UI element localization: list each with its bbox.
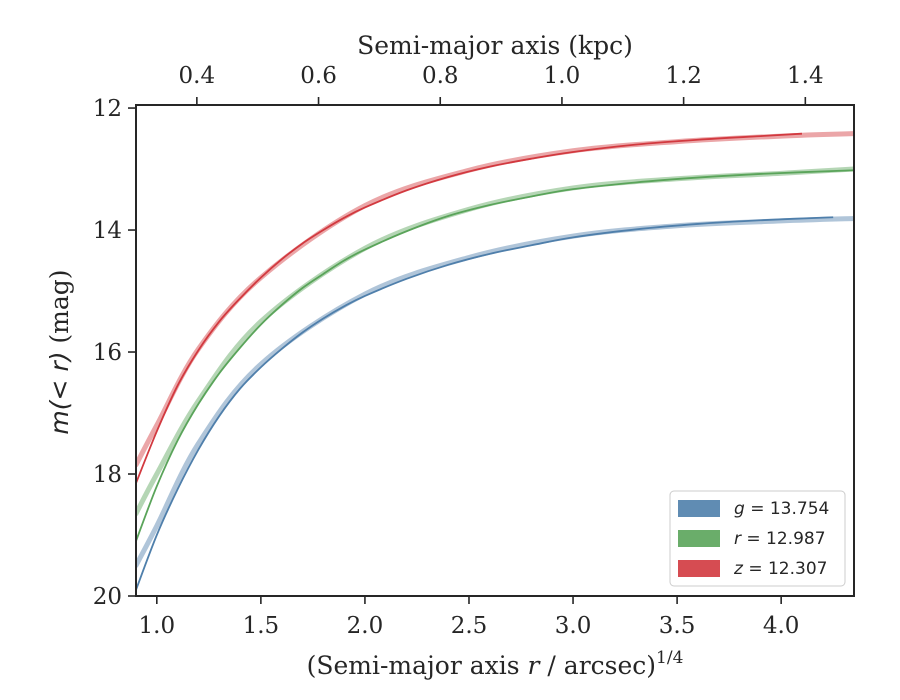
y-tick-label: 16 (93, 340, 122, 366)
bottom-axis-title: (Semi-major axis r / arcsec)1/4 (307, 648, 684, 680)
axis-ticks: 1.0 1.5 2.0 2.5 3.0 3.5 4.0 0.4 0.6 0.8 1.0 1.2 1.4 1… (93, 63, 824, 639)
series-g-line (136, 216, 834, 591)
x2-tick-label: 1.4 (787, 63, 824, 89)
legend: g = 13.754 r = 12.987 z = 12.307 (669, 490, 846, 587)
x-tick-label: 2.5 (451, 613, 488, 639)
plot-frame (135, 104, 855, 597)
legend-swatch-r (678, 530, 720, 547)
plot-border (135, 104, 855, 597)
x-tick-label: 3.0 (555, 613, 592, 639)
legend-swatch-g (678, 500, 720, 517)
x2-tick-label: 1.2 (665, 63, 702, 89)
y-tick-label: 14 (93, 218, 122, 244)
y-tick-label: 18 (93, 462, 122, 488)
x-tick-label: 1.5 (243, 613, 280, 639)
legend-swatch-z (678, 560, 720, 577)
series-z-line (136, 132, 803, 484)
series-z-band (136, 131, 854, 468)
x-tick-label: 2.0 (347, 613, 384, 639)
y-axis-title: m(< r) (mag) (45, 269, 74, 434)
x-tick-label: 4.0 (763, 613, 800, 639)
legend-label-g: g = 13.754 (734, 499, 829, 519)
x2-tick-label: 1.0 (544, 63, 581, 89)
x2-tick-label: 0.4 (179, 63, 216, 89)
x-tick-label: 1.0 (139, 613, 176, 639)
curve-lines (136, 132, 854, 591)
top-axis-title: Semi-major axis (kpc) (357, 31, 633, 60)
y-tick-label: 20 (93, 584, 122, 610)
series-r-line (136, 169, 854, 542)
y-tick-label: 12 (93, 96, 122, 122)
x2-tick-label: 0.6 (300, 63, 337, 89)
x-tick-label: 3.5 (659, 613, 696, 639)
x2-tick-label: 0.8 (422, 63, 459, 89)
legend-label-z: z = 12.307 (733, 559, 827, 579)
legend-label-r: r = 12.987 (734, 529, 826, 549)
